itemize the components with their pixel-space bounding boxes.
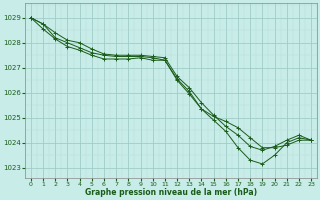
X-axis label: Graphe pression niveau de la mer (hPa): Graphe pression niveau de la mer (hPa) [85, 188, 257, 197]
